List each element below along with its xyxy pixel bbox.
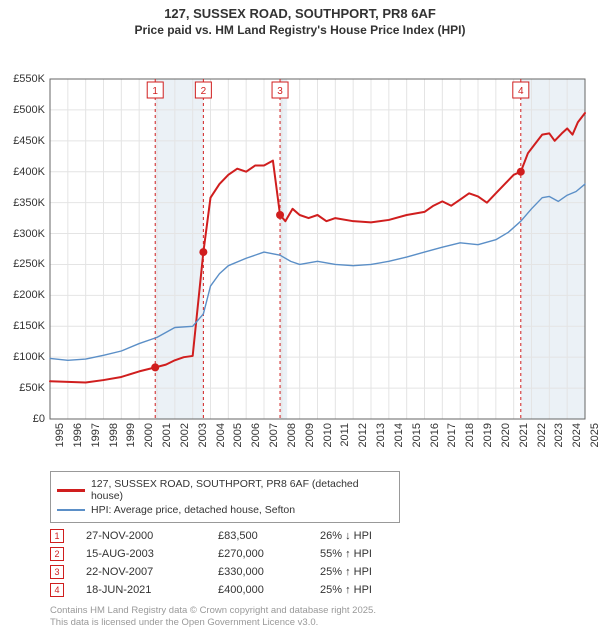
y-axis-label: £0 (33, 413, 45, 425)
x-axis-label: 2024 (571, 423, 583, 447)
sale-delta: 26% ↓ HPI (320, 530, 410, 542)
x-axis-label: 1999 (125, 423, 137, 447)
y-axis-label: £350K (13, 197, 45, 209)
y-axis-label: £450K (13, 135, 45, 147)
sale-delta: 55% ↑ HPI (320, 548, 410, 560)
x-axis-label: 2021 (518, 423, 530, 447)
legend-swatch (57, 489, 85, 492)
y-axis-label: £300K (13, 228, 45, 240)
x-axis-label: 2014 (393, 423, 405, 447)
x-axis-label: 2008 (286, 423, 298, 447)
x-axis-label: 2025 (589, 423, 600, 447)
x-axis-label: 2011 (339, 423, 351, 447)
x-axis-label: 1995 (54, 423, 66, 447)
x-axis-label: 2002 (179, 423, 191, 447)
sale-price: £330,000 (218, 566, 298, 578)
y-axis-label: £200K (13, 289, 45, 301)
sale-price: £400,000 (218, 584, 298, 596)
x-axis-label: 2010 (322, 423, 334, 447)
x-axis-label: 2022 (536, 423, 548, 447)
sale-marker-icon: 4 (50, 583, 64, 597)
svg-text:3: 3 (277, 86, 283, 97)
x-axis-label: 2006 (250, 423, 262, 447)
x-axis-label: 2005 (232, 423, 244, 447)
sale-date: 15-AUG-2003 (86, 548, 196, 560)
attribution-line: Contains HM Land Registry data © Crown c… (50, 605, 600, 617)
legend-row: HPI: Average price, detached house, Seft… (57, 504, 393, 516)
x-axis-label: 2017 (446, 423, 458, 447)
x-axis-label: 2007 (268, 423, 280, 447)
x-axis-label: 1997 (90, 423, 102, 447)
sale-row: 3 22-NOV-2007 £330,000 25% ↑ HPI (50, 565, 600, 579)
chart-area: 1 2 3 4 £0 £50K £100K £150K £200K £250K £300K £350… (0, 37, 600, 467)
x-axis-label: 1998 (108, 423, 120, 447)
svg-text:4: 4 (518, 86, 524, 97)
x-axis-label: 2003 (197, 423, 209, 447)
sale-marker-icon: 2 (50, 547, 64, 561)
sale-delta: 25% ↑ HPI (320, 584, 410, 596)
legend-box: 127, SUSSEX ROAD, SOUTHPORT, PR8 6AF (de… (50, 471, 400, 523)
legend-swatch (57, 509, 85, 511)
chart-svg: 1 2 3 4 (0, 37, 600, 467)
sale-date: 22-NOV-2007 (86, 566, 196, 578)
sale-marker-icon: 1 (50, 529, 64, 543)
x-axis-label: 2013 (375, 423, 387, 447)
x-axis-label: 1996 (72, 423, 84, 447)
sale-marker-icon: 3 (50, 565, 64, 579)
x-axis-label: 2018 (464, 423, 476, 447)
x-axis-label: 2016 (429, 423, 441, 447)
sale-date: 18-JUN-2021 (86, 584, 196, 596)
x-axis-label: 2001 (161, 423, 173, 447)
attribution-line: This data is licensed under the Open Gov… (50, 617, 600, 629)
attribution-text: Contains HM Land Registry data © Crown c… (50, 605, 600, 630)
sale-delta: 25% ↑ HPI (320, 566, 410, 578)
sale-price: £270,000 (218, 548, 298, 560)
svg-text:1: 1 (152, 86, 158, 97)
svg-text:2: 2 (201, 86, 207, 97)
x-axis-label: 2020 (500, 423, 512, 447)
legend-row: 127, SUSSEX ROAD, SOUTHPORT, PR8 6AF (de… (57, 478, 393, 502)
legend-label: HPI: Average price, detached house, Seft… (91, 504, 295, 516)
x-axis-label: 2004 (215, 423, 227, 447)
legend-label: 127, SUSSEX ROAD, SOUTHPORT, PR8 6AF (de… (91, 478, 393, 502)
sales-table: 1 27-NOV-2000 £83,500 26% ↓ HPI 2 15-AUG-2003… (50, 529, 600, 597)
x-axis-label: 2009 (304, 423, 316, 447)
y-axis-label: £50K (19, 382, 45, 394)
y-axis-label: £250K (13, 258, 45, 270)
sale-row: 2 15-AUG-2003 £270,000 55% ↑ HPI (50, 547, 600, 561)
y-axis-label: £100K (13, 351, 45, 363)
y-axis-label: £400K (13, 166, 45, 178)
sale-price: £83,500 (218, 530, 298, 542)
x-axis-label: 2023 (553, 423, 565, 447)
x-axis-label: 2000 (143, 423, 155, 447)
sale-row: 1 27-NOV-2000 £83,500 26% ↓ HPI (50, 529, 600, 543)
x-axis-label: 2015 (411, 423, 423, 447)
y-axis-label: £550K (13, 73, 45, 85)
x-axis-label: 2019 (482, 423, 494, 447)
y-axis-label: £500K (13, 104, 45, 116)
sale-row: 4 18-JUN-2021 £400,000 25% ↑ HPI (50, 583, 600, 597)
x-axis-label: 2012 (357, 423, 369, 447)
chart-title: 127, SUSSEX ROAD, SOUTHPORT, PR8 6AF (0, 0, 600, 21)
y-axis-label: £150K (13, 320, 45, 332)
sale-date: 27-NOV-2000 (86, 530, 196, 542)
chart-subtitle: Price paid vs. HM Land Registry's House … (0, 21, 600, 37)
